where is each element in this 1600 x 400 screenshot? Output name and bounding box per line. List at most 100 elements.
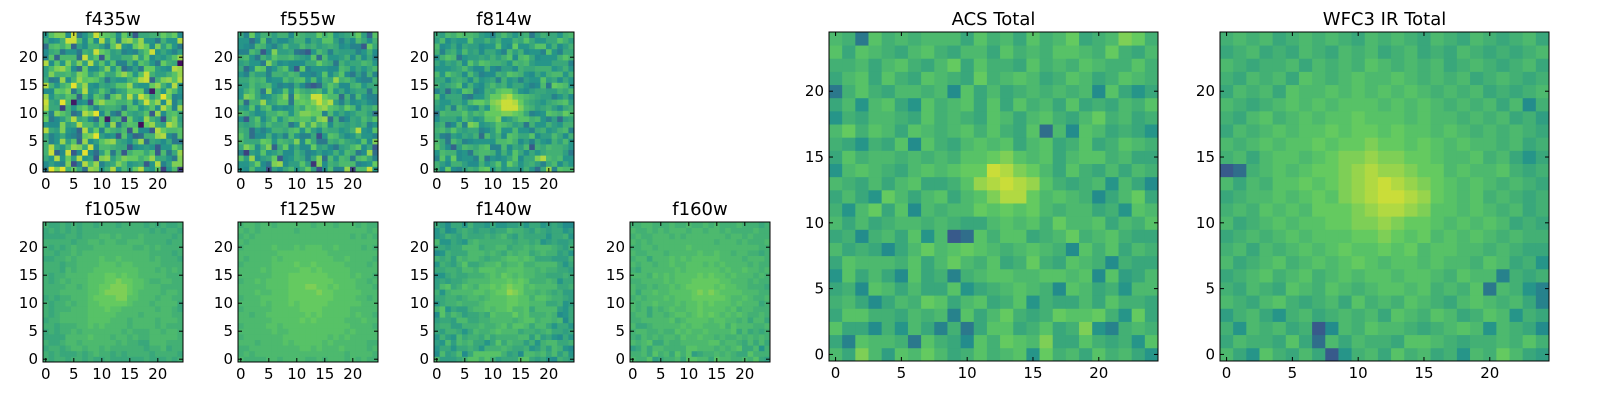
heatmap-cell [529,32,536,38]
heatmap-cell [299,272,306,279]
heatmap-cell [445,317,452,324]
heatmap-cell [551,43,558,50]
heatmap-cell [725,328,732,335]
heatmap-cell [166,54,173,61]
heatmap-cell [478,155,485,162]
heatmap-cell [277,356,284,363]
heatmap-cell [529,88,536,94]
heatmap-cell [350,149,356,156]
heatmap-cell [719,255,726,262]
heatmap-cell [249,127,256,134]
heatmap-cell [104,294,111,301]
heatmap-cell [271,71,278,78]
heatmap-cell [54,266,61,273]
heatmap-cell [742,339,748,346]
heatmap-cell [104,227,111,234]
heatmap-cell [160,43,167,50]
heatmap-cell [277,272,284,279]
heatmap-cell [127,272,133,279]
heatmap-cell [934,282,948,296]
heatmap-cell [327,116,334,122]
heatmap-cell [310,300,317,307]
heatmap-cell [254,334,261,340]
heatmap-cell [691,356,698,363]
heatmap-cell [907,150,922,164]
heatmap-cell [316,104,323,111]
heatmap-cell [439,116,446,122]
heatmap-cell [630,322,636,329]
heatmap-cell [333,306,340,312]
heatmap-cell [540,233,547,240]
heatmap-cell [160,339,167,346]
heatmap-cell [557,250,564,256]
heatmap-cell [534,278,541,284]
heatmap-cell [529,155,536,162]
heatmap-cell [546,132,552,139]
heatmap-cell [719,233,726,240]
heatmap-cell [87,356,94,363]
heatmap-cell [501,82,508,89]
heatmap-cell [1013,150,1027,164]
heatmap-cell [736,222,743,228]
heatmap-cell [110,261,117,268]
heatmap-cell [934,163,948,178]
heatmap-cell [177,93,184,100]
heatmap-cell [338,350,345,357]
heatmap-cell [277,37,284,44]
heatmap-cell [65,350,72,357]
heatmap-cell [764,266,771,273]
heatmap-cell [288,43,295,50]
heatmap-cell [534,328,541,335]
heatmap-cell [294,71,300,78]
heatmap-cell [48,356,55,363]
heatmap-cell [110,306,117,312]
heatmap-cell [518,311,524,318]
heatmap-cell [327,278,334,284]
heatmap-cell [277,127,284,134]
heatmap-cell [87,227,94,234]
heatmap-cell [478,43,485,50]
heatmap-cell [93,144,100,150]
heatmap-cell [104,160,111,167]
heatmap-cell [271,65,278,72]
heatmap-cell [663,345,670,352]
heatmap-cell [260,334,267,340]
heatmap-cell [960,229,975,243]
heatmap-cell [506,244,513,251]
heatmap-cell [65,311,72,318]
heatmap-cell [160,266,167,273]
heatmap-cell [1013,321,1027,336]
heatmap-cell [138,244,145,251]
heatmap-cell [65,289,72,296]
heatmap-cell [138,328,145,335]
heatmap-cell [355,121,362,128]
heatmap-cell [434,76,440,83]
heatmap-cell [177,350,184,357]
heatmap-cell [355,155,362,162]
heatmap-cell [562,104,569,111]
heatmap-cell [361,54,368,61]
heatmap-cell [361,32,368,38]
heatmap-cell [523,283,530,290]
heatmap-cell [43,149,49,156]
heatmap-cell [294,160,300,167]
heatmap-cell [271,350,278,357]
heatmap-cell [523,294,530,301]
heatmap-cell [121,350,128,357]
heatmap-cell [445,82,452,89]
heatmap-cell [490,272,496,279]
heatmap-cell [753,233,760,240]
heatmap-cell [490,278,496,284]
heatmap-cell [495,356,502,363]
heatmap-cell [439,250,446,256]
heatmap-cell [99,43,105,50]
heatmap-cell [171,116,178,122]
heatmap-cell [327,345,334,352]
heatmap-cell [166,110,173,117]
heatmap-cell [855,242,869,257]
heatmap-cell [868,268,883,283]
heatmap-cell [658,227,664,234]
heatmap-cell [177,227,184,234]
heatmap-cell [93,93,100,100]
heatmap-cell [327,244,334,251]
